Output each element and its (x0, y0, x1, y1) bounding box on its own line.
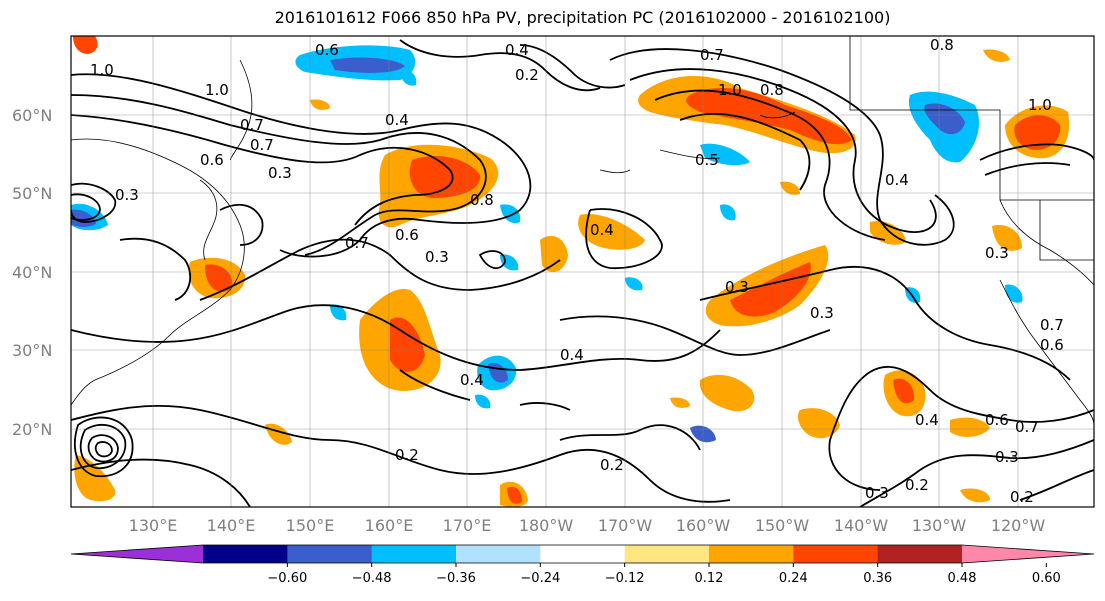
contour-label: 0.2 (395, 446, 419, 464)
coastlines (71, 36, 1094, 426)
colorbar-tick-label: 0.24 (779, 571, 808, 586)
colorbar-swatch (624, 545, 710, 563)
lon-label: 160°W (676, 516, 731, 535)
contour-label: 0.7 (250, 136, 274, 154)
contour-label: 0.3 (115, 186, 139, 204)
colorbar-swatch (287, 545, 373, 563)
contour-label: 0.3 (985, 244, 1009, 262)
colorbar-swatch (456, 545, 541, 563)
contour-label: 0.4 (885, 171, 909, 189)
contour-label: 0.7 (1040, 316, 1064, 334)
contour-label: 0.7 (240, 116, 264, 134)
colorbar-swatch (877, 545, 963, 563)
contour-label: 0.3 (425, 248, 449, 266)
lat-label: 50°N (12, 184, 52, 203)
contour-label: 0.2 (905, 476, 929, 494)
lat-label: 60°N (12, 106, 52, 125)
graticule (71, 36, 1094, 507)
colorbar-tick-label: −0.60 (267, 571, 307, 586)
lon-label: 130°W (912, 516, 967, 535)
contour-label: 0.4 (590, 221, 614, 239)
lon-label: 170°E (443, 516, 492, 535)
colorbar-tick-label: −0.24 (520, 571, 560, 586)
colorbar-swatch (371, 545, 457, 563)
contour-label: 0.2 (600, 456, 624, 474)
map-frame (70, 35, 1095, 508)
lat-axis: 60°N 50°N 40°N 30°N 20°N (12, 106, 52, 439)
colorbar-tick-label: −0.36 (436, 571, 476, 586)
contour-label: 0.7 (1015, 418, 1039, 436)
contour-label: 0.6 (315, 41, 339, 59)
contour-label: 0.2 (515, 66, 539, 84)
contour-label: 0.3 (995, 448, 1019, 466)
contour-label: 0.4 (460, 371, 484, 389)
lon-label: 130°E (129, 516, 178, 535)
lon-axis: 130°E 140°E 150°E 160°E 170°E 180°W 170°… (129, 516, 1046, 535)
map-title: 2016101612 F066 850 hPa PV, precipitatio… (274, 8, 891, 27)
contour-label: 0.4 (505, 41, 529, 59)
colorbar-tick-label: 0.48 (948, 571, 977, 586)
colorbar-tick-label: 0.12 (695, 571, 724, 586)
contour-label: 0.4 (915, 411, 939, 429)
contour-label: 0.7 (700, 46, 724, 64)
lon-label: 140°W (834, 516, 889, 535)
contour-labels: 0.6 0.4 1.0 1.0 0.7 0.7 0.6 0.4 1.0 0.8 … (90, 36, 1064, 506)
contour-label: 0.4 (385, 111, 409, 129)
contour-label: 0.8 (470, 191, 494, 209)
colorbar-swatch (793, 545, 879, 563)
lon-label: 140°E (207, 516, 256, 535)
colorbar-extend-high (962, 545, 1094, 563)
contour-label: 1.0 (90, 61, 114, 79)
contour-label: 0.3 (725, 278, 749, 296)
contour-label: 0.5 (695, 151, 719, 169)
contour-label: 0.3 (865, 484, 889, 502)
colorbar-outline (70, 544, 1095, 564)
colorbar-tick-label: −0.12 (605, 571, 645, 586)
colorbar-swatch (540, 545, 626, 563)
contour-label: 1.0 (205, 81, 229, 99)
contour-label: 1.0 (718, 81, 742, 99)
contour-label: 0.4 (560, 346, 584, 364)
colorbar-tick-label: 0.60 (1032, 571, 1061, 586)
contour-label: 0.8 (760, 81, 784, 99)
lat-label: 20°N (12, 420, 52, 439)
colorbar-extend-low (71, 545, 203, 563)
colorbar-swatch (203, 545, 288, 563)
lon-label: 160°E (365, 516, 414, 535)
contour-label: 0.3 (810, 304, 834, 322)
lat-label: 40°N (12, 263, 52, 282)
contour-label: 0.2 (1010, 488, 1034, 506)
lon-label: 180°W (519, 516, 574, 535)
colorbar-swatch (709, 545, 794, 563)
contour-label: 1.0 (1028, 96, 1052, 114)
lon-label: 170°W (598, 516, 653, 535)
lon-label: 150°W (755, 516, 810, 535)
contour-label: 0.8 (930, 36, 954, 54)
lon-label: 120°W (991, 516, 1046, 535)
contour-label: 0.6 (395, 226, 419, 244)
lon-label: 150°E (286, 516, 335, 535)
colorbar: −0.60 −0.48 −0.36 −0.24 −0.12 0.12 0.24 0.36 0.4… (70, 544, 1095, 586)
contour-label: 0.6 (200, 151, 224, 169)
contour-label: 0.7 (345, 234, 369, 252)
contour-label: 0.6 (985, 411, 1009, 429)
colorbar-tick-label: −0.48 (352, 571, 392, 586)
contour-label: 0.3 (268, 164, 292, 182)
lat-label: 30°N (12, 341, 52, 360)
pv-contours (71, 39, 1094, 507)
contour-label: 0.6 (1040, 336, 1064, 354)
colorbar-tick-label: 0.36 (863, 571, 892, 586)
